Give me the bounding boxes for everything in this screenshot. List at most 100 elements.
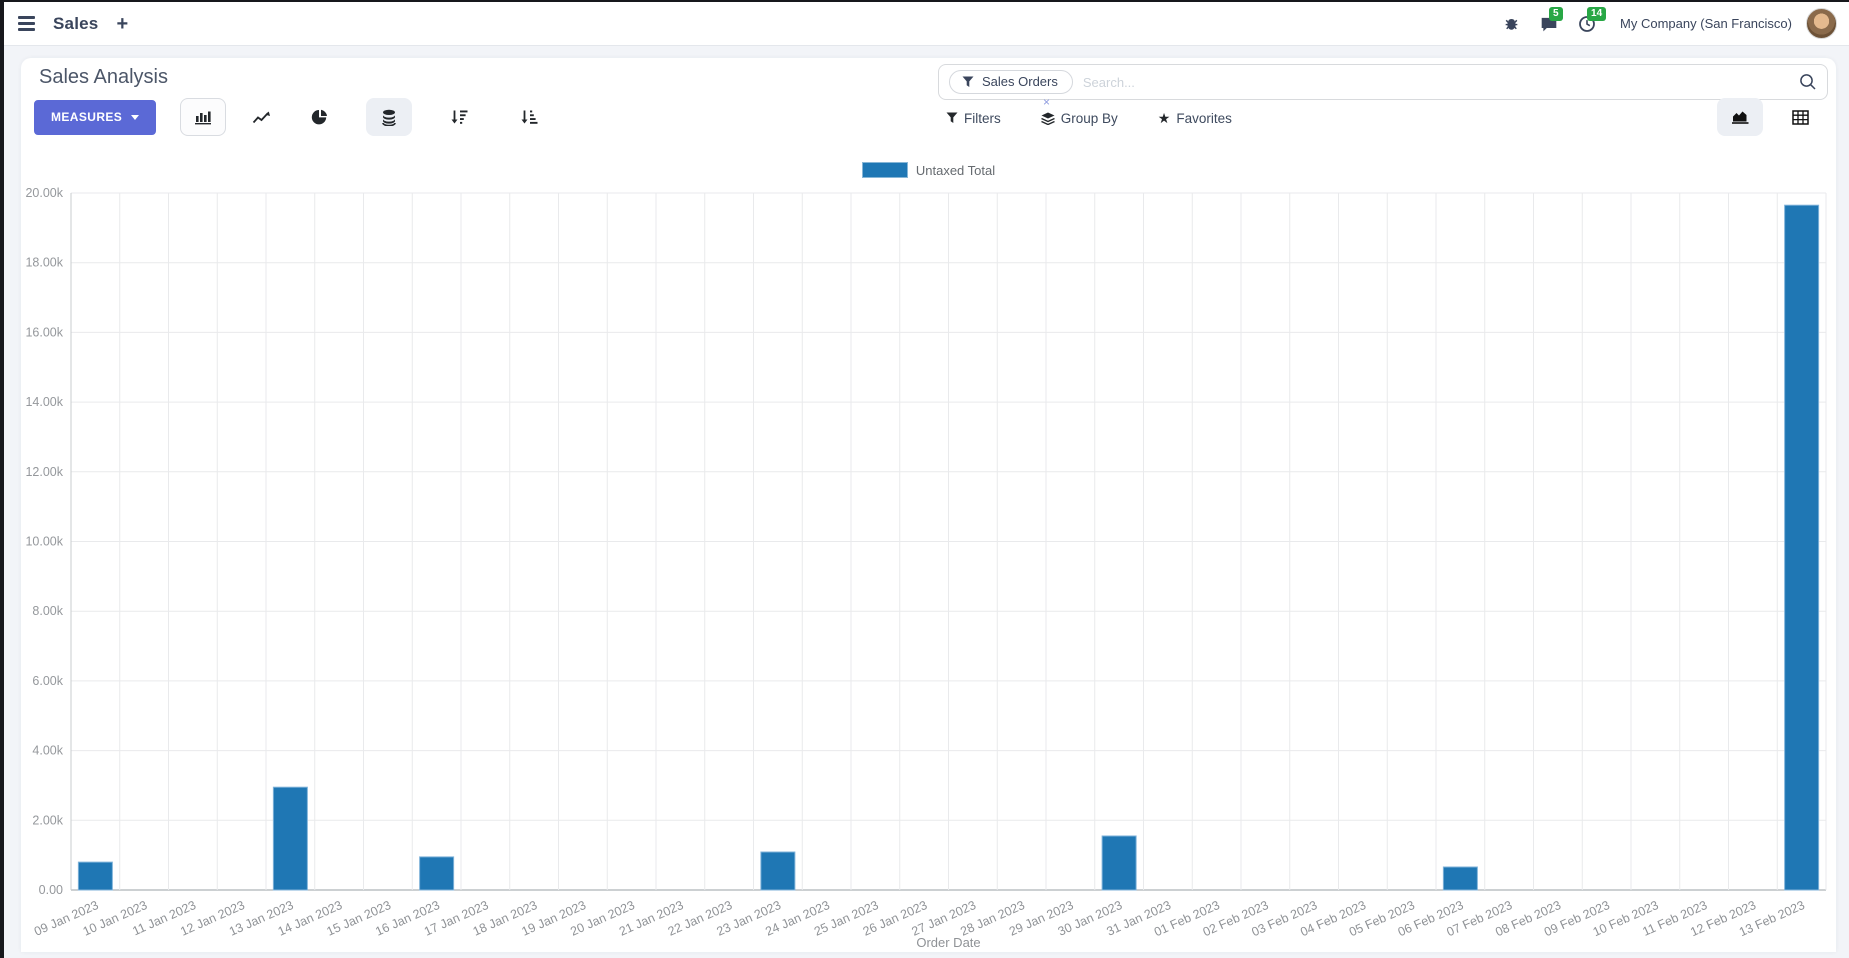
favorites-button[interactable]: ★ Favorites bbox=[1158, 111, 1232, 126]
activities-clock-icon[interactable]: 14 bbox=[1572, 6, 1607, 39]
x-tick-label: 12 Feb 2023 bbox=[1688, 898, 1758, 939]
y-tick-label: 16.00k bbox=[25, 325, 63, 339]
view-card: Sales Analysis MEASURES bbox=[21, 58, 1836, 952]
bar-16-jan-2023[interactable] bbox=[419, 856, 455, 891]
facet-label: Sales Orders bbox=[982, 74, 1058, 89]
pivot-view-button[interactable] bbox=[1777, 98, 1823, 136]
x-tick-label: 29 Jan 2023 bbox=[1007, 898, 1076, 939]
sort-amount-asc-icon bbox=[521, 110, 538, 124]
line-chart-icon bbox=[252, 111, 270, 123]
search-facet-sales-orders[interactable]: Sales Orders bbox=[949, 70, 1073, 94]
bar-30-jan-2023[interactable] bbox=[1101, 835, 1137, 891]
layers-icon bbox=[1040, 112, 1055, 125]
bar-13-jan-2023[interactable] bbox=[272, 786, 308, 891]
y-tick-label: 14.00k bbox=[25, 395, 63, 409]
search-options: Filters Group By ★ Favorites bbox=[946, 106, 1232, 130]
user-avatar[interactable] bbox=[1806, 8, 1837, 39]
legend-swatch bbox=[861, 162, 908, 178]
database-stack-icon bbox=[382, 109, 397, 126]
y-tick-label: 12.00k bbox=[25, 465, 63, 479]
favorites-label: Favorites bbox=[1176, 110, 1232, 126]
legend-label: Untaxed Total bbox=[915, 162, 996, 178]
x-tick-label: 14 Jan 2023 bbox=[276, 898, 345, 939]
chart-legend[interactable]: Untaxed Total bbox=[21, 162, 1836, 178]
line-chart-button[interactable] bbox=[238, 98, 284, 136]
pivot-table-icon bbox=[1791, 109, 1809, 125]
pie-chart-icon bbox=[311, 109, 327, 124]
x-tick-label: 23 Jan 2023 bbox=[715, 898, 784, 939]
stacked-toggle-button[interactable] bbox=[366, 98, 413, 136]
x-tick-label: 24 Jan 2023 bbox=[763, 898, 832, 939]
x-tick-label: 31 Jan 2023 bbox=[1105, 898, 1174, 939]
x-tick-label: 09 Jan 2023 bbox=[32, 898, 101, 939]
filter-funnel-icon bbox=[962, 76, 974, 87]
page-title: Sales Analysis bbox=[39, 66, 168, 88]
bar-06-feb-2023[interactable] bbox=[1442, 866, 1478, 891]
x-tick-label: 16 Jan 2023 bbox=[373, 898, 442, 939]
x-tick-label: 02 Feb 2023 bbox=[1201, 898, 1271, 939]
apps-menu-icon[interactable] bbox=[18, 16, 35, 31]
star-icon: ★ bbox=[1157, 110, 1171, 126]
app-window: Sales + 5 14 My Company (San Francisco) bbox=[4, 2, 1849, 958]
y-tick-label: 8.00k bbox=[32, 604, 63, 618]
filter-funnel-icon bbox=[946, 112, 958, 123]
x-tick-label: 04 Feb 2023 bbox=[1298, 898, 1368, 939]
group-by-button[interactable]: Group By bbox=[1040, 110, 1118, 126]
x-tick-label: 30 Jan 2023 bbox=[1056, 898, 1125, 939]
filters-button[interactable]: Filters bbox=[946, 111, 1001, 126]
search-icon[interactable] bbox=[1799, 73, 1817, 91]
graph-view-button[interactable] bbox=[1717, 98, 1763, 136]
y-tick-label: 2.00k bbox=[32, 813, 63, 827]
pie-chart-button[interactable] bbox=[296, 98, 342, 136]
x-tick-label: 11 Feb 2023 bbox=[1640, 898, 1709, 939]
facet-remove-icon[interactable]: × bbox=[1043, 95, 1051, 109]
messages-icon[interactable]: 5 bbox=[1534, 6, 1564, 39]
area-chart-icon bbox=[1731, 111, 1748, 124]
x-tick-label: 06 Feb 2023 bbox=[1396, 898, 1466, 939]
view-switcher bbox=[1717, 98, 1823, 136]
x-tick-label: 21 Jan 2023 bbox=[617, 898, 686, 939]
bar-chart-button[interactable] bbox=[180, 98, 227, 136]
x-tick-label: 07 Feb 2023 bbox=[1445, 898, 1515, 939]
search-input[interactable] bbox=[1072, 74, 1799, 90]
x-tick-label: 17 Jan 2023 bbox=[422, 898, 491, 939]
x-tick-label: 13 Jan 2023 bbox=[227, 898, 296, 939]
control-panel: Sales Analysis MEASURES bbox=[21, 58, 1836, 198]
x-tick-label: 19 Jan 2023 bbox=[520, 898, 589, 939]
x-tick-label: 26 Jan 2023 bbox=[861, 898, 930, 939]
x-tick-label: 27 Jan 2023 bbox=[910, 898, 979, 939]
bar-chart-icon bbox=[195, 111, 212, 125]
sort-descending-button[interactable] bbox=[436, 98, 482, 136]
x-tick-label: 10 Feb 2023 bbox=[1591, 898, 1661, 939]
x-tick-label: 05 Feb 2023 bbox=[1347, 898, 1417, 939]
x-tick-label: 08 Feb 2023 bbox=[1493, 898, 1563, 939]
x-tick-label: 12 Jan 2023 bbox=[178, 898, 247, 939]
bar-13-feb-2023[interactable] bbox=[1784, 204, 1820, 891]
y-tick-label: 4.00k bbox=[32, 744, 63, 758]
bar-09-jan-2023[interactable] bbox=[77, 861, 113, 891]
activities-badge: 14 bbox=[1587, 6, 1607, 21]
x-tick-label: 11 Jan 2023 bbox=[130, 898, 198, 938]
y-tick-label: 18.00k bbox=[25, 256, 63, 270]
x-tick-label: 13 Feb 2023 bbox=[1737, 898, 1807, 939]
x-tick-label: 10 Jan 2023 bbox=[81, 898, 150, 939]
top-navbar: Sales + 5 14 My Company (San Francisco) bbox=[4, 2, 1849, 46]
measures-label: MEASURES bbox=[51, 110, 123, 124]
x-tick-label: 01 Feb 2023 bbox=[1152, 898, 1222, 939]
new-tab-plus-icon[interactable]: + bbox=[116, 12, 129, 35]
filters-label: Filters bbox=[964, 110, 1001, 126]
group-by-label: Group By bbox=[1060, 110, 1118, 126]
bar-23-jan-2023[interactable] bbox=[760, 851, 796, 891]
x-tick-label: 25 Jan 2023 bbox=[812, 898, 881, 939]
company-switcher[interactable]: My Company (San Francisco) bbox=[1620, 16, 1792, 31]
measures-button[interactable]: MEASURES bbox=[34, 99, 157, 135]
debug-bug-icon[interactable] bbox=[1496, 9, 1526, 39]
app-name[interactable]: Sales bbox=[53, 13, 99, 33]
x-tick-label: 18 Jan 2023 bbox=[471, 898, 540, 939]
x-axis-title: Order Date bbox=[916, 935, 980, 950]
sort-ascending-button[interactable] bbox=[506, 98, 552, 136]
x-tick-label: 03 Feb 2023 bbox=[1250, 898, 1320, 939]
search-bar[interactable]: Sales Orders bbox=[938, 64, 1828, 100]
x-tick-label: 20 Jan 2023 bbox=[568, 898, 637, 939]
x-tick-label: 15 Jan 2023 bbox=[325, 898, 394, 939]
